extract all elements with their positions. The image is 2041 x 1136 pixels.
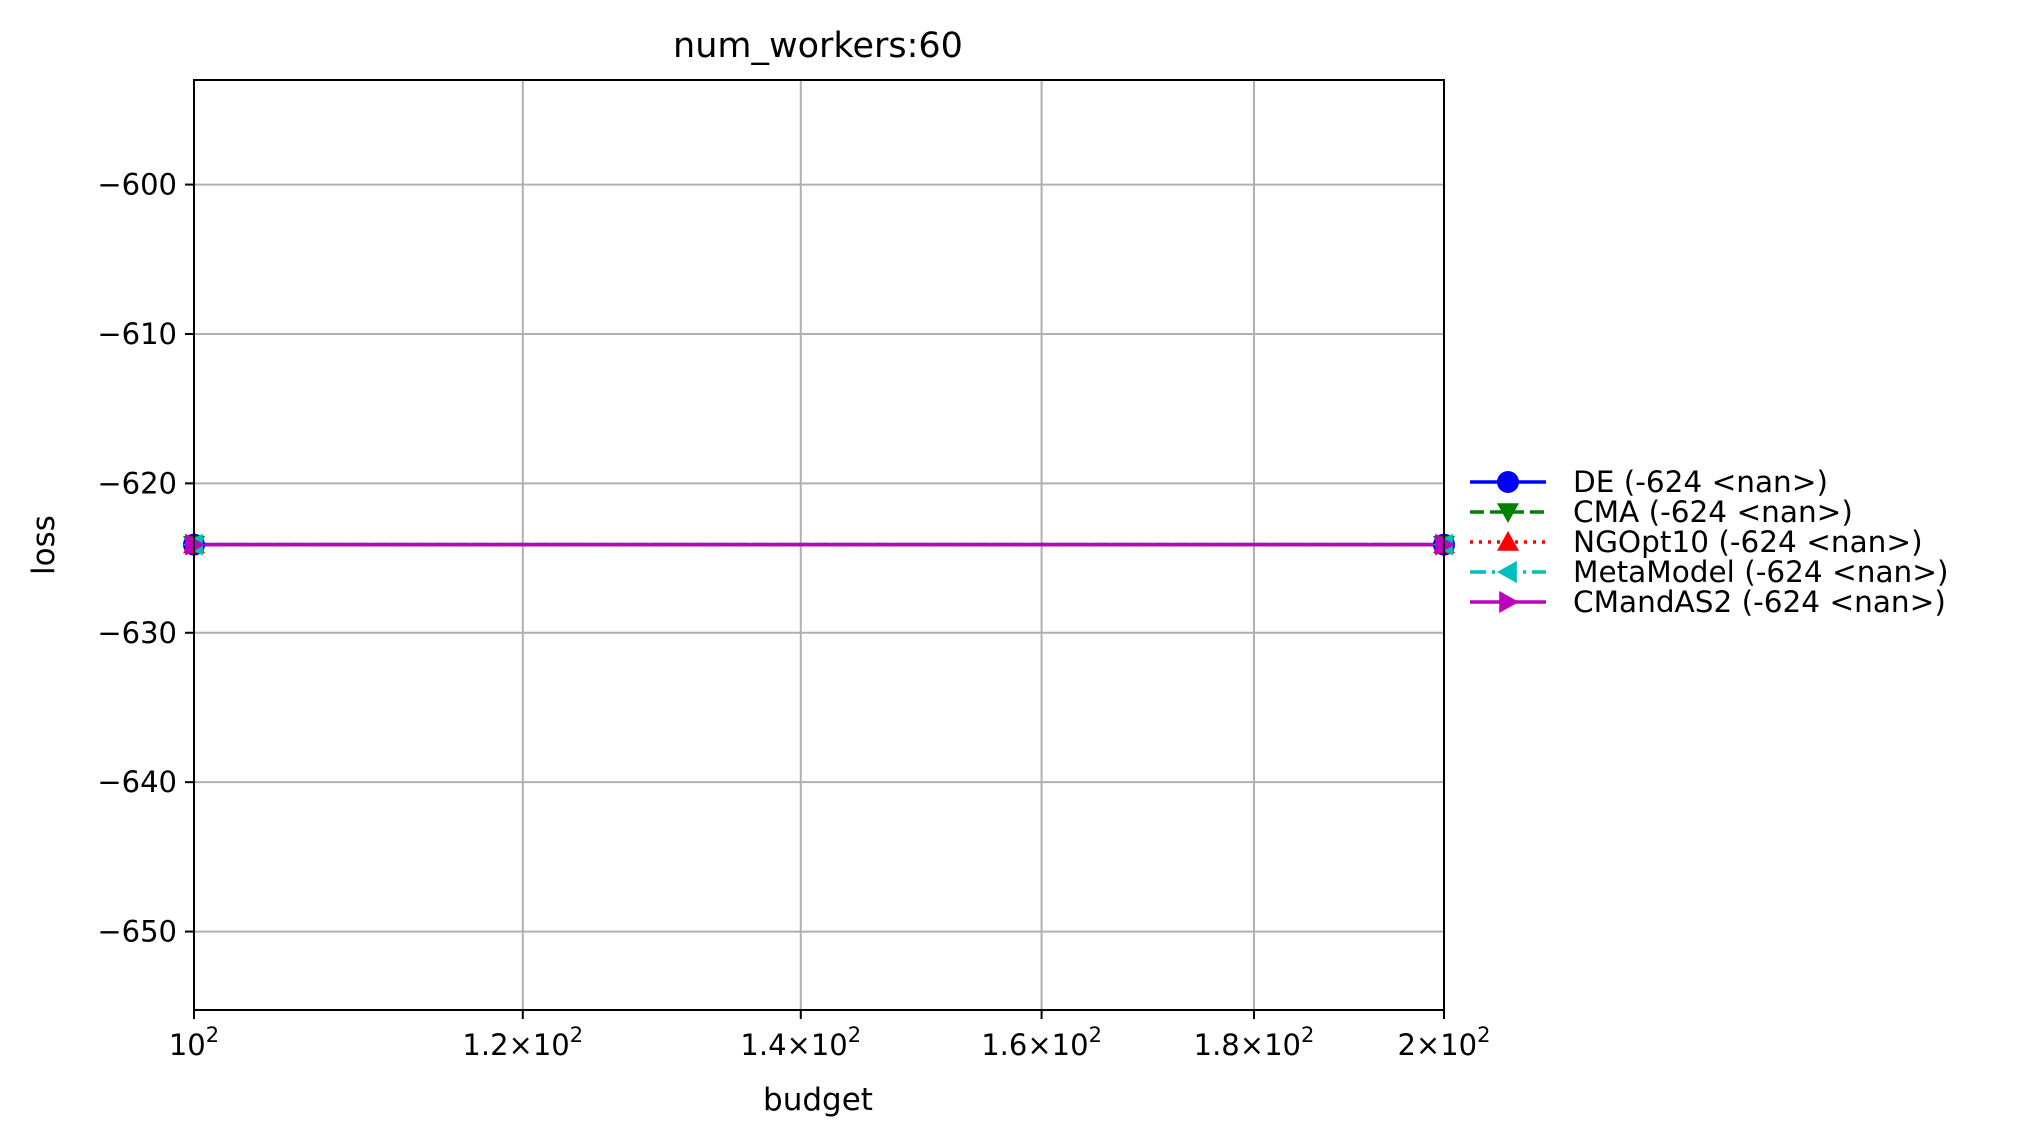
legend-item: DE (-624 <nan>) [1470,465,1828,499]
y-tick-label: −640 [97,765,177,799]
legend-swatch-marker [1499,591,1519,613]
y-tick-label: −630 [97,616,177,650]
series-point-4-0 [185,533,205,556]
series-point-4-1 [1435,533,1455,556]
x-tick-label: 2×102 [1397,1023,1490,1062]
chart-title: num_workers:60 [673,26,963,66]
y-tick-label: −600 [97,168,177,202]
x-axis-label: budget [763,1082,873,1118]
legend-item: MetaModel (-624 <nan>) [1470,555,1948,589]
y-tick-label: −650 [97,915,177,949]
legend-swatch-marker [1497,471,1519,493]
legend-label: CMA (-624 <nan>) [1573,495,1853,529]
x-tick-label: 1.8×102 [1194,1023,1315,1062]
legend-swatch-marker [1497,503,1519,523]
legend-swatch-marker [1497,561,1517,583]
legend-label: NGOpt10 (-624 <nan>) [1573,525,1923,559]
plot-frame [193,79,1445,1011]
axis-ticks: 102 1.2×102 1.4×102 1.6×102 1.8×102 2×102 −600… [97,168,1490,1062]
x-tick-label: 102 [169,1023,219,1062]
x-tick-label: 1.6×102 [981,1023,1102,1062]
legend-label: MetaModel (-624 <nan>) [1573,555,1948,589]
y-tick-label: −610 [97,317,177,351]
y-axis-label: loss [26,515,62,575]
legend-label: DE (-624 <nan>) [1573,465,1828,499]
legend-label: CMandAS2 (-624 <nan>) [1573,585,1946,619]
x-tick-label: 1.2×102 [462,1023,583,1062]
legend-swatch-marker [1497,531,1519,551]
legend: DE (-624 <nan>)CMA (-624 <nan>)NGOpt10 (… [1470,465,1948,619]
legend-item: CMandAS2 (-624 <nan>) [1470,585,1946,619]
legend-item: NGOpt10 (-624 <nan>) [1470,525,1923,559]
x-tick-label: 1.4×102 [740,1023,861,1062]
y-tick-label: −620 [97,466,177,500]
legend-item: CMA (-624 <nan>) [1470,495,1853,529]
